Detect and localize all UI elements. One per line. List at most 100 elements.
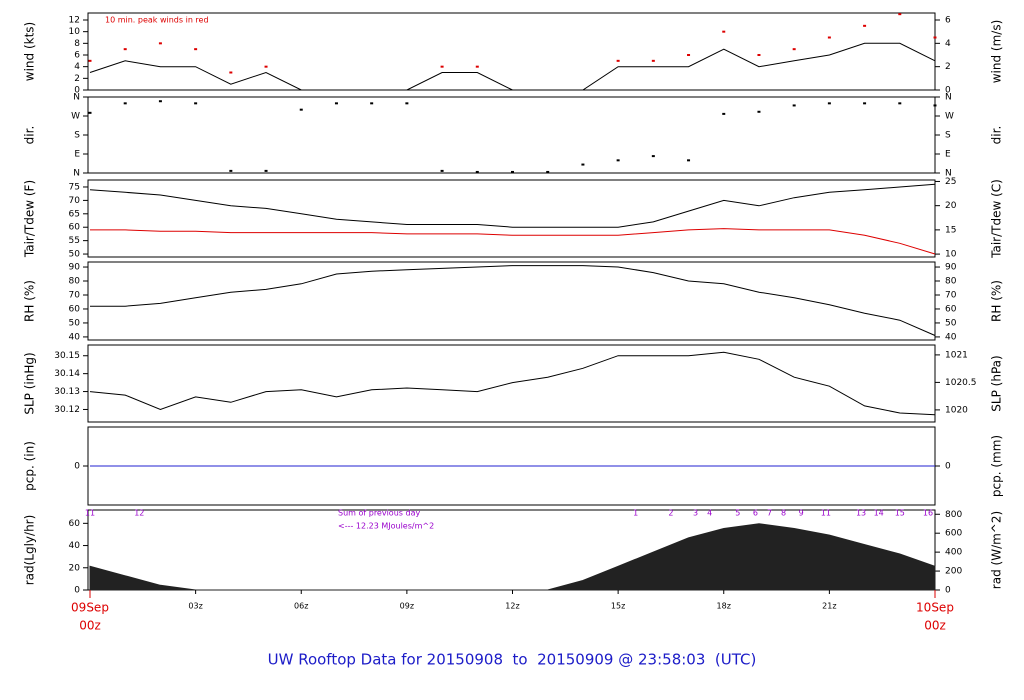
y2-tick-label: N [945,93,952,103]
y2-tick-label: 10 [945,250,957,260]
date-label: 10Sep [916,601,954,615]
data-point [687,54,691,56]
data-point [440,169,444,172]
hour-marker: 8 [781,509,786,518]
hour-marker: 1 [633,509,638,518]
y-tick-label: 30.12 [54,405,80,415]
x-tick-label: 06z [294,602,308,611]
y2-tick-label: 90 [945,263,957,273]
data-point [827,36,831,39]
y-tick-label: 60 [69,223,81,233]
hour-marker: 12 [134,509,144,518]
y2-tick-label: 1020.5 [945,378,977,388]
y2-axis-label: pcp. (mm) [990,435,1004,497]
y2-tick-label: 2 [945,62,951,72]
y2-tick-label: 1021 [945,350,968,360]
y2-tick-label: 4 [945,39,951,49]
y2-tick-label: 600 [945,529,962,539]
y-tick-label: 2 [74,74,80,84]
data-point [229,71,233,74]
panel-frame [87,96,936,174]
x-tick-label: 21z [822,602,836,611]
data-point [123,48,127,51]
y2-tick-label: 60 [945,304,957,314]
data-point [158,42,162,45]
y-tick-label: 70 [69,290,81,300]
y2-axis-label: Tair/Tdew (C) [990,179,1004,259]
hour-marker: 16 [923,509,933,518]
y-tick-label: 60 [69,304,81,314]
data-point [616,59,620,62]
hour-marker: 14 [874,509,884,518]
data-point [405,102,409,105]
y-axis-label: SLP (inHg) [23,352,37,414]
data-point [687,159,691,162]
y-axis-label: Tair/Tdew (F) [23,180,37,258]
hour-marker: 15 [895,509,905,518]
y2-tick-label: 200 [945,567,962,577]
y2-tick-label: 1020 [945,405,968,415]
y-tick-label: N [73,169,80,179]
y-tick-label: 80 [69,277,81,287]
y2-axis-label: rad (W/m^2) [990,511,1004,589]
y-tick-label: 40 [69,541,81,551]
data-point [651,155,655,158]
y-tick-label: 30.14 [54,369,80,379]
x-tick-label: 00z [79,619,101,633]
y2-tick-label: 80 [945,277,957,287]
y2-tick-label: 6 [945,16,951,26]
y-tick-label: 60 [69,519,81,529]
y-tick-label: 50 [69,250,81,260]
data-point [898,13,902,16]
y-tick-label: 8 [74,39,80,49]
y-axis-label: rad(Lgly/hr) [23,515,37,586]
data-point [898,102,902,105]
data-point [264,169,268,172]
data-point [863,24,867,27]
hour-marker: 13 [856,509,866,518]
y-tick-label: 4 [74,62,80,72]
data-point [757,110,761,113]
data-point [123,102,127,105]
y2-tick-label: 40 [945,332,957,342]
data-point [264,65,268,68]
data-point [194,102,198,105]
footer-title: UW Rooftop Data for 20150908 to 20150909… [268,651,757,669]
y2-tick-label: 400 [945,548,962,558]
x-tick-label: 12z [505,602,519,611]
data-line [89,351,936,416]
data-point [334,102,338,105]
hour-marker: 6 [753,509,758,518]
hour-marker: 5 [735,509,740,518]
y-axis-label: pcp. (in) [23,441,37,491]
data-point [229,169,233,172]
panel-frame [87,344,936,423]
hour-marker: 11 [821,509,831,518]
y2-tick-label: E [945,150,951,160]
hour-marker: 2 [668,509,673,518]
y2-tick-label: 50 [945,318,957,328]
data-point [827,102,831,105]
data-point [757,54,761,56]
data-point [511,170,514,173]
y-tick-label: 0 [74,462,80,472]
y2-tick-label: 0 [945,462,951,472]
y-tick-label: 40 [69,332,81,342]
y-tick-label: 0 [74,586,80,596]
data-point [370,102,374,105]
data-point [88,111,92,114]
y2-tick-label: 0 [945,586,951,596]
y-tick-label: 30.15 [54,351,80,361]
panel-frame [87,261,936,341]
y-tick-label: 75 [69,182,80,192]
data-point [792,48,796,51]
data-point [933,104,937,107]
hour-marker: 7 [767,509,772,518]
x-tick-label: 09z [400,602,414,611]
y-axis-label: RH (%) [23,280,37,322]
radiation-area [89,523,936,591]
y2-axis-label: SLP (hPa) [990,355,1004,411]
hour-marker: 11 [85,509,95,518]
data-point [475,170,479,173]
